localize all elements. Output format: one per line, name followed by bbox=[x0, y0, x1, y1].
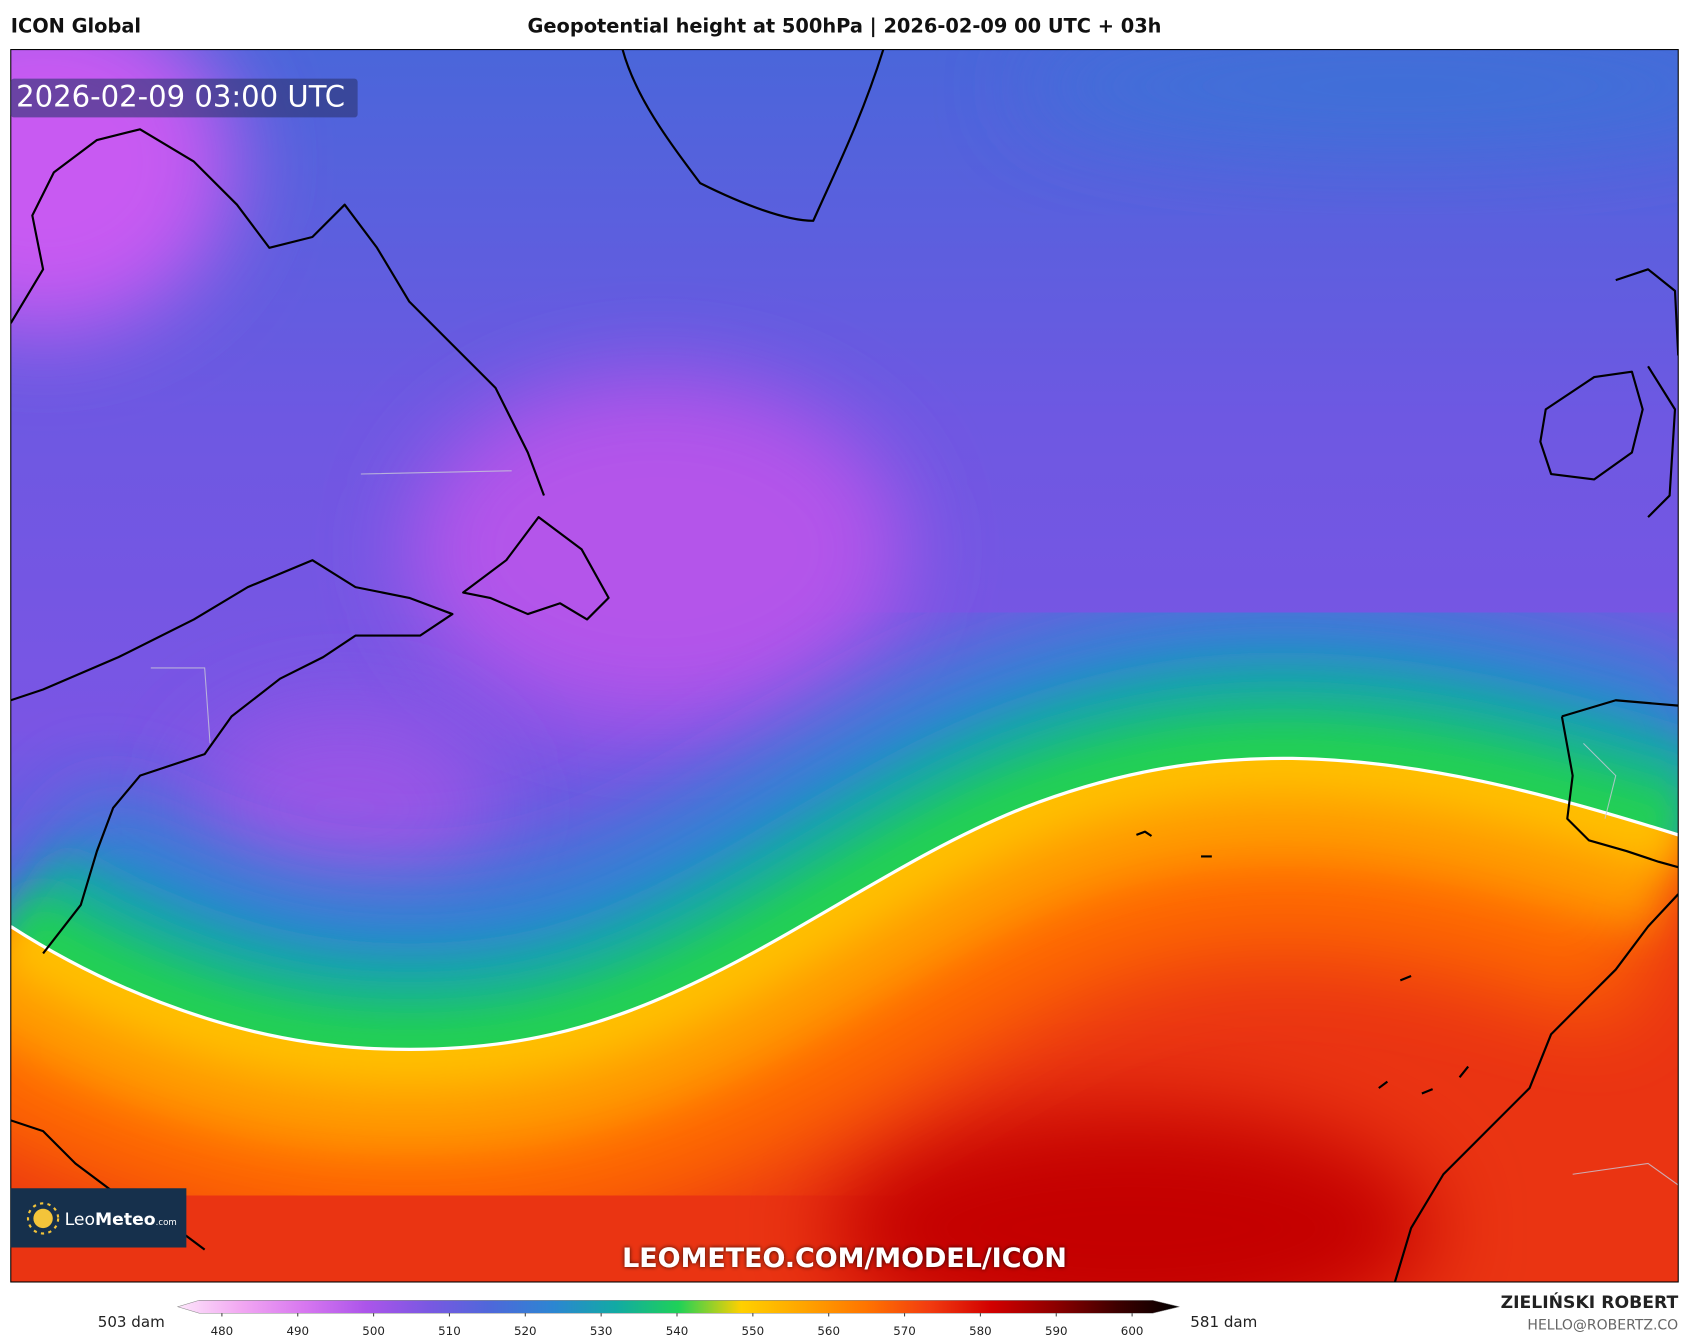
logo-suffix: .com bbox=[156, 1218, 177, 1228]
colorbar-tick-label: 500 bbox=[362, 1324, 385, 1338]
map-title: Geopotential height at 500hPa | 2026-02-… bbox=[528, 14, 1162, 37]
colorbar-tick-label: 550 bbox=[742, 1324, 765, 1338]
colorbar-body bbox=[176, 1300, 1180, 1314]
model-name: ICON Global bbox=[11, 14, 141, 37]
logo-leo: Leo bbox=[65, 1210, 95, 1230]
watermark: LEOMETEO.COM/MODEL/ICON bbox=[622, 1243, 1067, 1274]
coastlines bbox=[10, 49, 1679, 1282]
colorbar-tick-label: 530 bbox=[590, 1324, 613, 1338]
timestamp: 2026-02-09 03:00 UTC bbox=[16, 80, 345, 114]
colorbar-tick-label: 590 bbox=[1045, 1324, 1068, 1338]
colorbar-tick-label: 510 bbox=[438, 1324, 461, 1338]
colorbar-tick-label: 540 bbox=[666, 1324, 689, 1338]
logo-text: LeoMeteo.com bbox=[65, 1210, 177, 1230]
colorbar-tick-label: 580 bbox=[969, 1324, 992, 1338]
colorbar-tick-label: 520 bbox=[514, 1324, 537, 1338]
email: HELLO@ROBERTZ.CO bbox=[1527, 1317, 1678, 1333]
author: ZIELIŃSKI ROBERT bbox=[1501, 1291, 1679, 1313]
colorbar-tick-label: 570 bbox=[893, 1324, 916, 1338]
timestamp-box bbox=[10, 78, 358, 118]
colorbar-tick-label: 480 bbox=[211, 1324, 234, 1338]
colorbar: 480 490 500 510 520 530 540 550 560 570 580 590 600 bbox=[176, 1300, 1180, 1338]
logo: LeoMeteo.com bbox=[10, 1188, 187, 1248]
logo-meteo: Meteo bbox=[95, 1210, 156, 1230]
colorbar-tick-label: 490 bbox=[286, 1324, 309, 1338]
min-label: 503 dam bbox=[98, 1313, 165, 1331]
max-label: 581 dam bbox=[1190, 1313, 1257, 1331]
colorbar-tick-label: 600 bbox=[1121, 1324, 1144, 1338]
colorbar-tick-label: 560 bbox=[817, 1324, 840, 1338]
